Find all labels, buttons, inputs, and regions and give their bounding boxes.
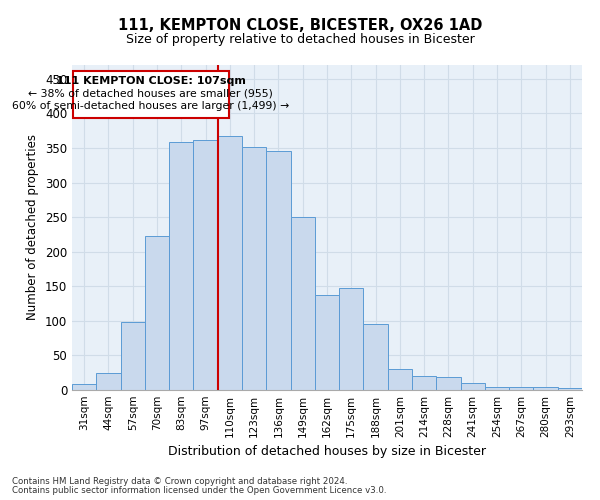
Bar: [72, 384, 96, 390]
Text: Contains public sector information licensed under the Open Government Licence v3: Contains public sector information licen…: [12, 486, 386, 495]
Bar: [315, 294, 339, 390]
FancyBboxPatch shape: [73, 70, 229, 118]
Bar: [242, 146, 266, 390]
Bar: [388, 370, 412, 390]
Bar: [145, 236, 169, 390]
X-axis label: Distribution of detached houses by size in Bicester: Distribution of detached houses by size …: [168, 446, 486, 458]
Text: 60% of semi-detached houses are larger (1,499) →: 60% of semi-detached houses are larger (…: [13, 101, 290, 111]
Bar: [193, 140, 218, 390]
Bar: [558, 388, 582, 390]
Y-axis label: Number of detached properties: Number of detached properties: [26, 134, 40, 320]
Bar: [509, 386, 533, 390]
Bar: [169, 142, 193, 390]
Bar: [364, 324, 388, 390]
Bar: [339, 288, 364, 390]
Bar: [218, 136, 242, 390]
Bar: [533, 387, 558, 390]
Text: Contains HM Land Registry data © Crown copyright and database right 2024.: Contains HM Land Registry data © Crown c…: [12, 477, 347, 486]
Bar: [485, 387, 509, 390]
Bar: [461, 383, 485, 390]
Bar: [290, 217, 315, 390]
Bar: [266, 152, 290, 390]
Bar: [412, 376, 436, 390]
Text: 111, KEMPTON CLOSE, BICESTER, OX26 1AD: 111, KEMPTON CLOSE, BICESTER, OX26 1AD: [118, 18, 482, 32]
Text: Size of property relative to detached houses in Bicester: Size of property relative to detached ho…: [125, 32, 475, 46]
Text: 111 KEMPTON CLOSE: 107sqm: 111 KEMPTON CLOSE: 107sqm: [56, 76, 246, 86]
Bar: [121, 322, 145, 390]
Bar: [436, 377, 461, 390]
Bar: [96, 372, 121, 390]
Text: ← 38% of detached houses are smaller (955): ← 38% of detached houses are smaller (95…: [28, 88, 274, 99]
